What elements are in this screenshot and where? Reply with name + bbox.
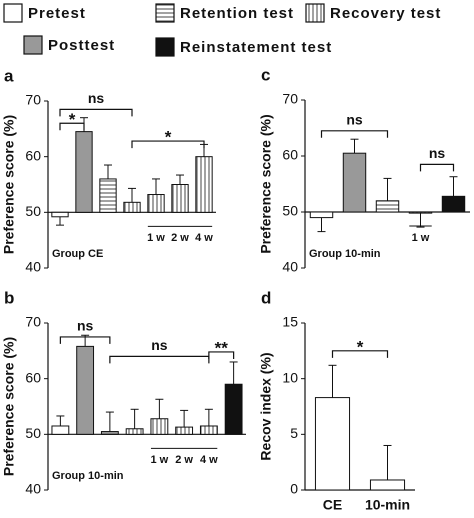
bracket-label: ns [151, 337, 168, 353]
x-tick-label: 10-min [365, 497, 410, 513]
x-tick-label: 2 w [175, 454, 193, 466]
bracket [331, 350, 389, 358]
y-tick-label: 5 [290, 425, 298, 441]
group-label: Group 10-min [52, 470, 124, 482]
panel-label: c [261, 65, 270, 84]
bracket-label: * [69, 110, 76, 129]
panel-label: d [261, 288, 271, 307]
bar [100, 431, 119, 435]
y-tick-label: 60 [25, 147, 41, 163]
x-tick-label: 1 w [147, 232, 165, 244]
bracket [320, 130, 389, 138]
bracket [109, 355, 210, 364]
x-tick-label: 1 w [412, 232, 430, 244]
y-tick-label: 40 [25, 481, 41, 497]
bar [75, 131, 93, 213]
y-axis-label: Preference score (%) [1, 115, 17, 254]
legend-label: Recovery test [330, 5, 441, 22]
legend-label: Retention test [180, 5, 294, 22]
legend-swatch [305, 3, 325, 23]
bar [195, 156, 213, 213]
bar [150, 418, 169, 435]
bar [408, 211, 433, 214]
bracket-label: ns [429, 145, 446, 161]
y-tick-label: 40 [25, 259, 41, 275]
legend-label: Pretest [28, 5, 86, 22]
legend-label: Reinstatement test [180, 39, 332, 56]
y-tick-label: 40 [282, 259, 298, 275]
y-tick-label: 50 [25, 425, 41, 441]
group-label: Group CE [52, 248, 103, 260]
bar [51, 211, 69, 218]
bar [375, 200, 400, 213]
bar [51, 425, 70, 435]
y-tick-label: 70 [25, 314, 41, 330]
y-tick-label: 60 [282, 147, 298, 163]
legend-swatch [155, 3, 175, 23]
bar [99, 178, 117, 213]
bar [309, 211, 334, 219]
x-tick-label: 4 w [195, 232, 213, 244]
legend-label: Posttest [48, 37, 115, 54]
legend-swatch [3, 3, 23, 23]
legend-swatch [23, 35, 43, 55]
x-tick-label: 4 w [200, 454, 218, 466]
y-tick-label: 70 [25, 92, 41, 108]
bracket-label: * [165, 128, 172, 147]
group-label: Group 10-min [309, 248, 381, 260]
y-tick-label: 60 [25, 369, 41, 385]
bracket [131, 140, 205, 149]
bracket-label: ** [215, 338, 229, 357]
bracket [419, 163, 455, 172]
bar [76, 345, 95, 435]
x-tick-label: 2 w [171, 232, 189, 244]
bar [369, 479, 406, 491]
bar [314, 397, 351, 491]
bracket-label: * [357, 337, 364, 356]
y-tick-label: 0 [290, 481, 298, 497]
y-tick-label: 15 [282, 314, 298, 330]
bar [224, 383, 243, 435]
y-axis-label: Preference score (%) [258, 114, 274, 253]
y-tick-label: 50 [282, 203, 298, 219]
bar [175, 426, 194, 435]
bracket-label: ns [77, 318, 94, 334]
x-tick-label: 1 w [151, 454, 169, 466]
bracket [59, 336, 111, 344]
y-tick-label: 50 [25, 203, 41, 219]
bracket-label: ns [346, 112, 363, 128]
y-axis-label: Recov index (%) [258, 352, 274, 460]
panel-label: a [4, 66, 14, 85]
panel-label: b [4, 288, 14, 307]
bracket [208, 351, 235, 359]
bracket [59, 122, 85, 131]
bar [199, 425, 218, 435]
bar [342, 152, 367, 213]
bar [147, 194, 165, 213]
bar [123, 201, 141, 213]
y-axis-label: Preference score (%) [1, 337, 17, 476]
bracket [59, 108, 133, 117]
y-tick-label: 10 [282, 369, 298, 385]
legend-swatch [155, 37, 175, 57]
x-tick-label: CE [323, 497, 342, 513]
bar [171, 184, 189, 213]
y-tick-label: 70 [282, 91, 298, 107]
bar [441, 195, 466, 213]
bracket-label: ns [88, 90, 105, 106]
bar [125, 428, 144, 435]
